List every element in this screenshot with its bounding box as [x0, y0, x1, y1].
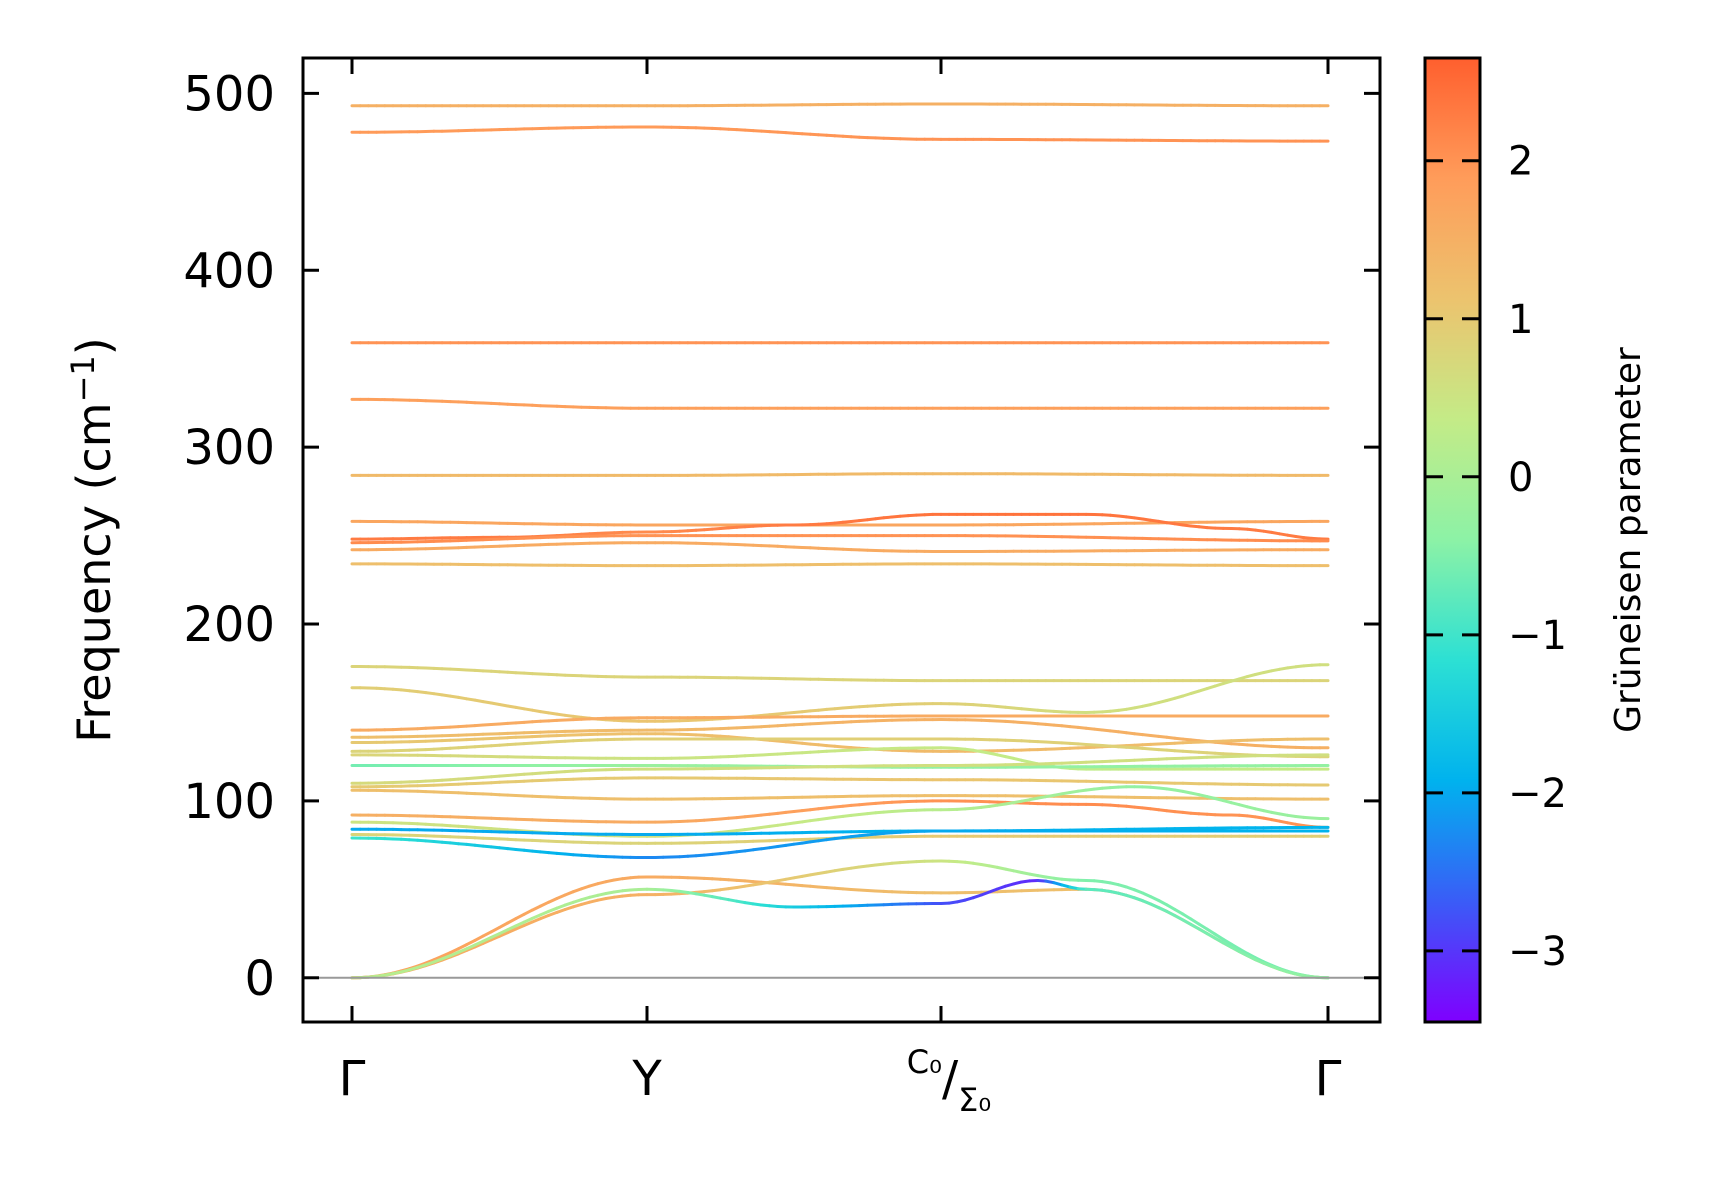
colorbar-tick-label: 2 [1508, 139, 1533, 185]
x-tick-label: Γ [339, 1051, 366, 1107]
band-5 [350, 472, 1330, 477]
band-26 [350, 829, 1330, 859]
band-segment [514, 920, 526, 928]
x-tick-label: Y [631, 1051, 662, 1107]
y-axis-label-main: Frequency (cm [67, 402, 121, 742]
band-27 [350, 875, 1330, 980]
band-2 [350, 125, 1330, 143]
band-segment [1245, 952, 1257, 960]
x-tick-label: C₀/Σ₀ [907, 1043, 991, 1119]
colorbar-tick-label: −3 [1508, 929, 1567, 975]
y-tick-label: 300 [183, 420, 275, 476]
colorbar: −3 −2 −1 0 1 2 Grüneisen parameter [1423, 56, 1649, 1024]
y-axis-ticks: 0 100 200 300 400 500 [183, 66, 1380, 1007]
band-lines [350, 102, 1330, 980]
band-21 [350, 788, 1330, 801]
y-axis-label: Frequency (cm−1) [64, 337, 121, 742]
band-segment [457, 943, 469, 951]
band-segment [1181, 912, 1193, 921]
band-8 [350, 534, 1330, 545]
band-segment [1197, 927, 1209, 936]
band-segment [1189, 917, 1201, 926]
y-axis-label-close: ) [67, 337, 121, 355]
band-segment [489, 932, 501, 939]
band-segment [1213, 932, 1225, 941]
band-12 [350, 663, 1330, 723]
band-segment [1173, 907, 1185, 916]
band-4 [350, 397, 1330, 410]
band-segment [1165, 903, 1177, 911]
band-segment [498, 928, 510, 936]
colorbar-label: Grüneisen parameter [1608, 347, 1649, 733]
band-19 [350, 753, 1330, 785]
band-segment [1189, 922, 1201, 931]
band-20 [350, 776, 1330, 789]
band-segment [1213, 936, 1225, 945]
colorbar-gradient [1423, 56, 1482, 1024]
band-segment [1221, 937, 1233, 946]
y-tick-label: 0 [244, 951, 275, 1007]
y-tick-label: 500 [183, 66, 275, 122]
colorbar-tick-label: 0 [1508, 455, 1533, 501]
band-segment [1229, 942, 1241, 951]
band-1 [350, 102, 1330, 108]
band-segment [1237, 947, 1249, 955]
x-tick-label: Γ [1315, 1051, 1342, 1107]
band-22 [350, 799, 1330, 829]
band-segment [506, 924, 518, 932]
x-tick-label-sup: C₀ [907, 1043, 942, 1081]
band-segment [473, 934, 485, 942]
band-segment [498, 921, 510, 929]
y-tick-label: 400 [183, 243, 275, 299]
band-segment [506, 917, 518, 925]
band-15 [350, 732, 1330, 753]
band-9 [350, 541, 1330, 553]
band-14 [350, 718, 1330, 750]
y-axis-label-exponent: −1 [64, 355, 102, 402]
band-segment [1165, 909, 1177, 918]
x-axis-ticks: Γ Y C₀/Σ₀ Γ [339, 58, 1342, 1119]
y-tick-label: 200 [183, 597, 275, 653]
band-segment [1173, 914, 1185, 922]
x-tick-label-sub: Σ₀ [958, 1081, 991, 1119]
colorbar-tick-label: −2 [1508, 771, 1567, 817]
band-17 [350, 746, 1330, 771]
band-29 [350, 879, 1330, 980]
band-segment [489, 925, 501, 934]
plot-frame [301, 56, 1382, 1024]
band-segment [473, 939, 485, 947]
band-segment [1237, 950, 1249, 958]
band-10 [350, 562, 1330, 568]
band-segment [1157, 899, 1169, 907]
band-segment [1221, 941, 1233, 949]
colorbar-tick-label: −1 [1508, 613, 1567, 659]
band-segment [539, 900, 551, 908]
band-segment [481, 930, 493, 938]
band-11 [350, 665, 1330, 683]
band-segment [465, 938, 477, 947]
band-13 [350, 714, 1330, 732]
y-tick-label: 100 [183, 774, 275, 830]
band-25 [350, 833, 1330, 845]
band-segment [1197, 922, 1209, 931]
band-segment [448, 947, 460, 955]
band-segment [1205, 927, 1217, 936]
band-segment [522, 908, 534, 916]
band-segment [481, 935, 493, 943]
colorbar-tick-label: 1 [1508, 297, 1533, 343]
colorbar-ticks: −3 −2 −1 0 1 2 [1425, 139, 1567, 975]
x-tick-label-main: / [942, 1051, 959, 1107]
band-segment [1205, 932, 1217, 940]
band-segment [1181, 918, 1193, 926]
band-segment [1229, 945, 1241, 953]
band-segment [514, 912, 526, 921]
band-segment [530, 904, 542, 912]
